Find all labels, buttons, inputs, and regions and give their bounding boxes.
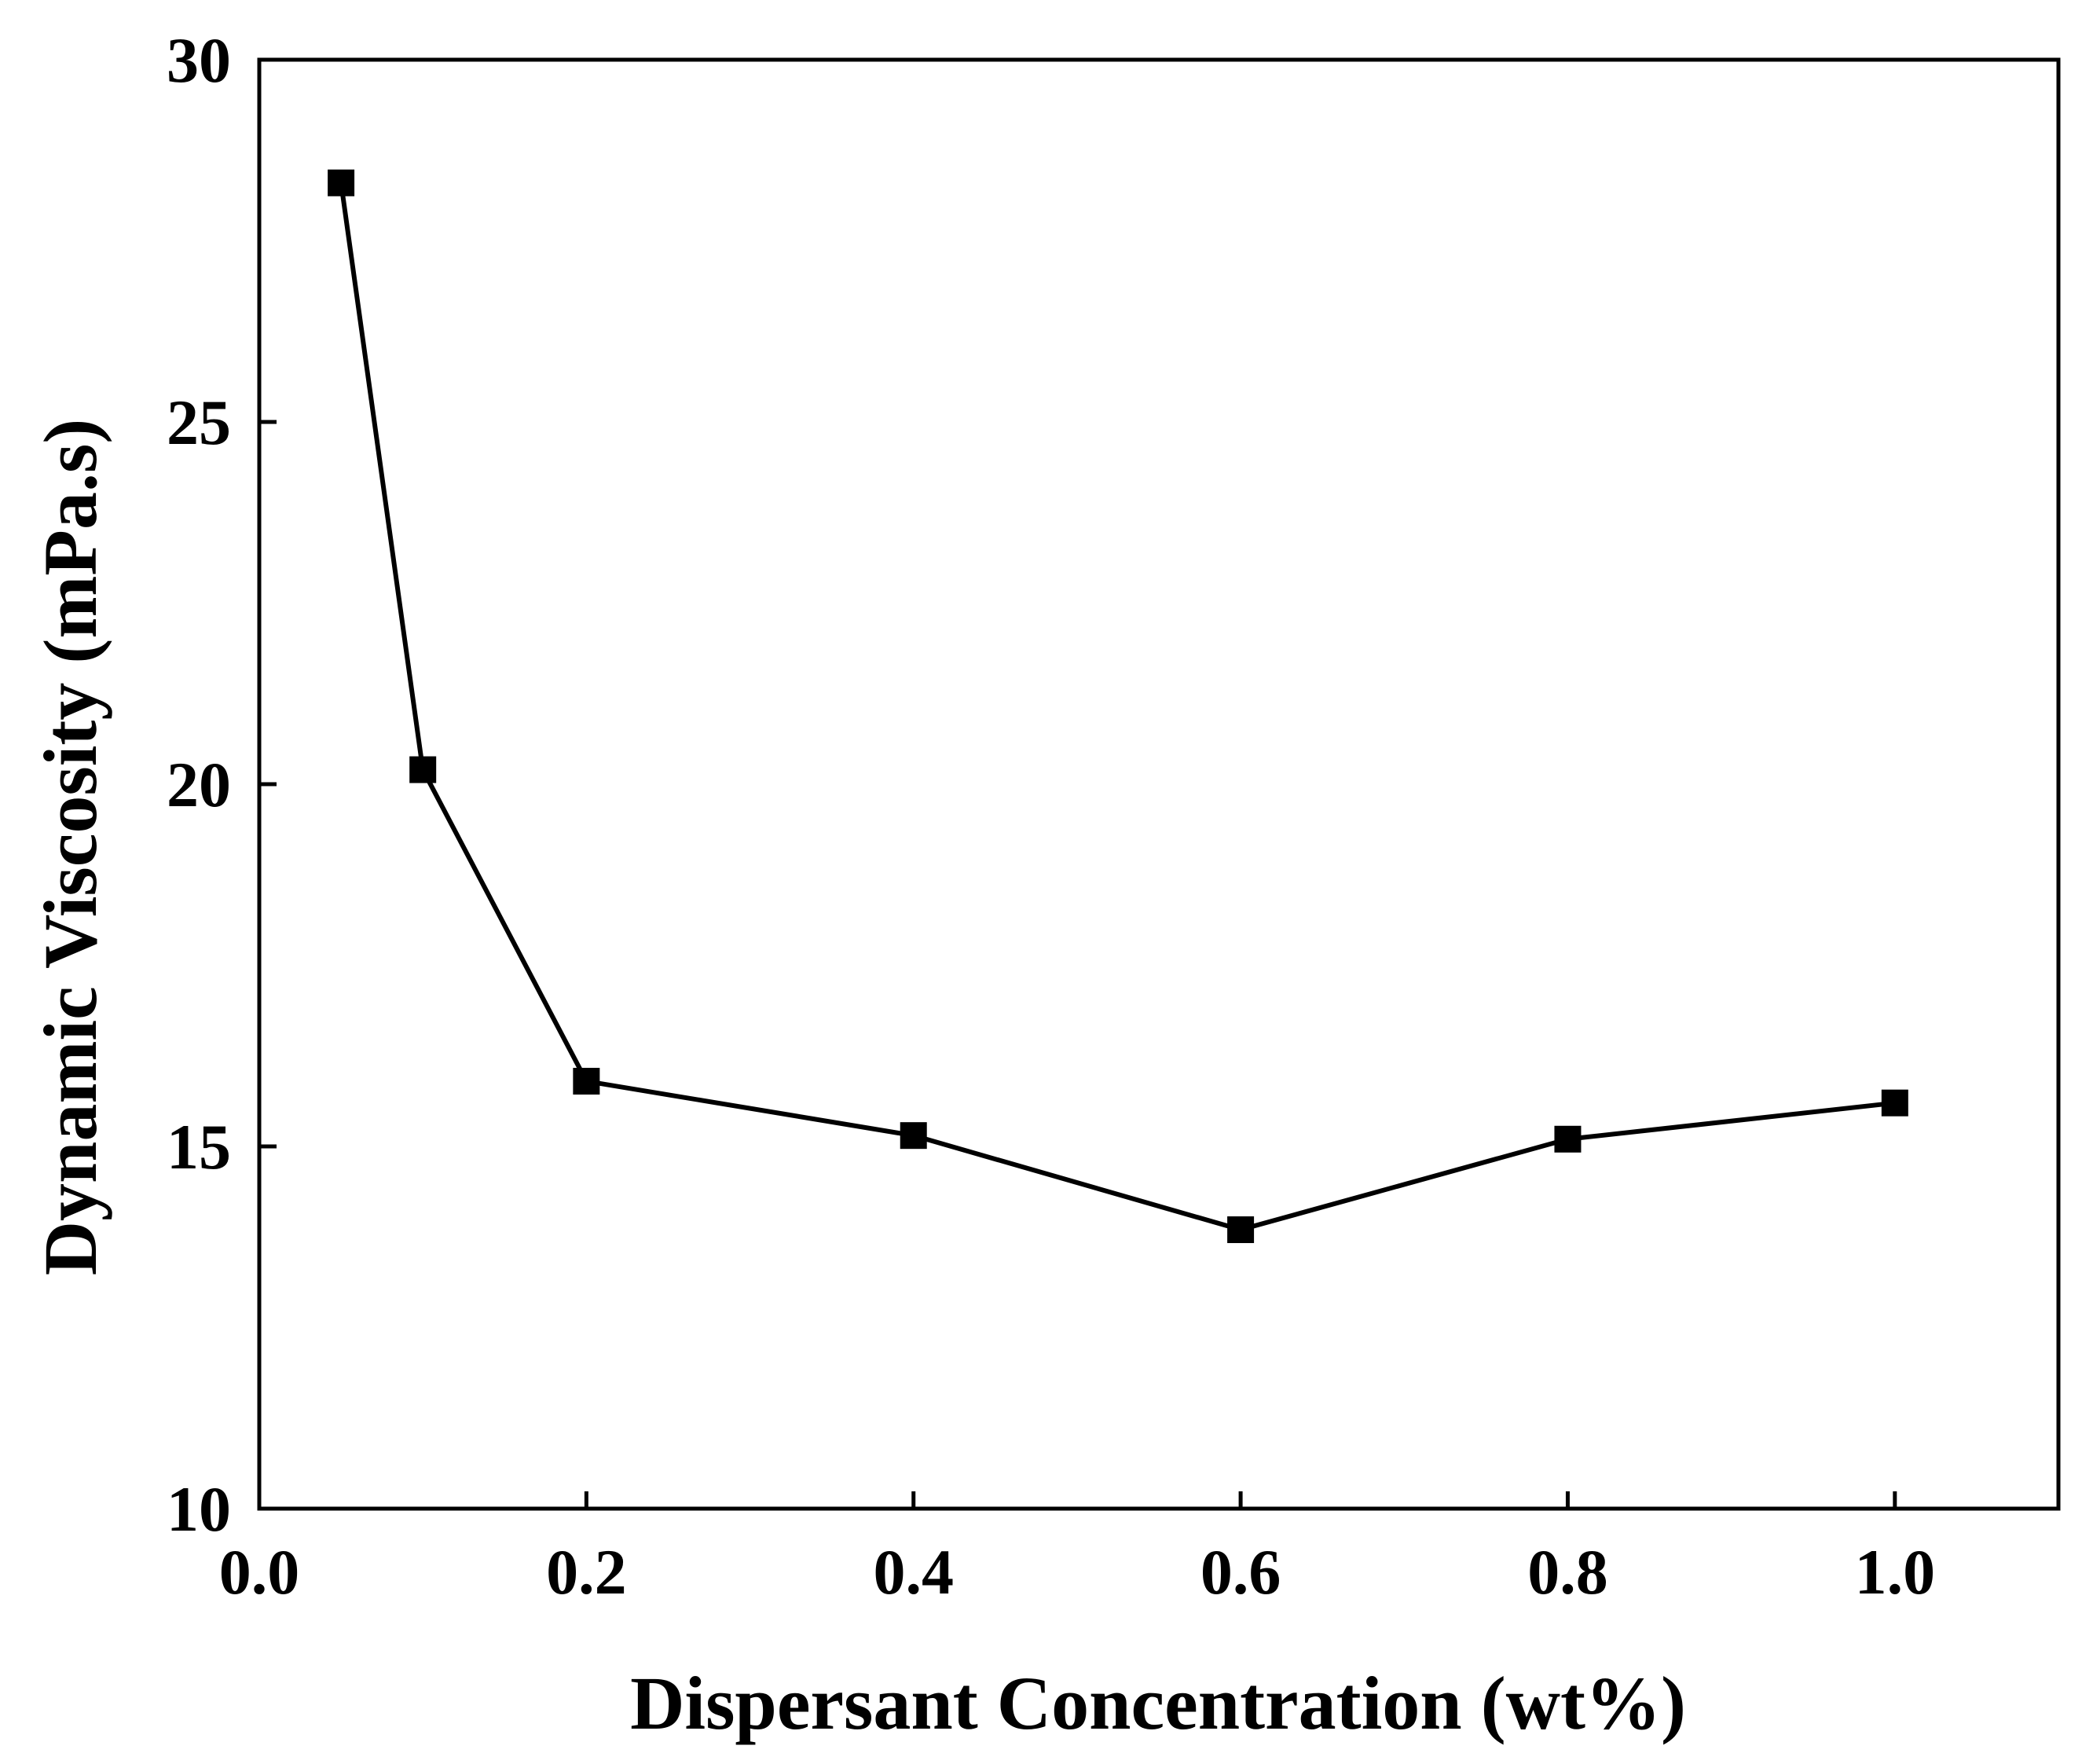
y-tick-label: 20	[167, 749, 231, 820]
data-point-marker	[1881, 1089, 1908, 1117]
y-tick-label: 15	[167, 1111, 231, 1183]
data-point-marker	[1554, 1125, 1582, 1153]
data-point-marker	[409, 756, 437, 783]
x-tick-label: 0.0	[219, 1536, 300, 1608]
x-tick-label: 0.2	[546, 1536, 627, 1608]
data-point-marker	[1227, 1216, 1255, 1244]
y-tick-label: 25	[167, 387, 231, 458]
x-tick-label: 0.4	[873, 1536, 954, 1608]
x-tick-label: 1.0	[1855, 1536, 1936, 1608]
x-axis-title: Dispersant Concentration (wt%)	[630, 1661, 1686, 1745]
x-tick-label: 0.8	[1527, 1536, 1608, 1608]
data-point-marker	[573, 1068, 600, 1095]
series-layer	[328, 169, 1908, 1244]
y-tick-label: 10	[167, 1473, 231, 1545]
axes-layer: 0.0 0.2 0.4 0.6 0.8 1.0 10 15 20 25 30	[167, 24, 2061, 1608]
x-tick-label: 0.6	[1200, 1536, 1281, 1608]
data-point-marker	[900, 1122, 927, 1150]
y-axis-title: Dynamic Viscosity (mPa.s)	[28, 419, 112, 1276]
data-point-marker	[328, 169, 355, 196]
y-tick-label: 30	[167, 24, 231, 96]
